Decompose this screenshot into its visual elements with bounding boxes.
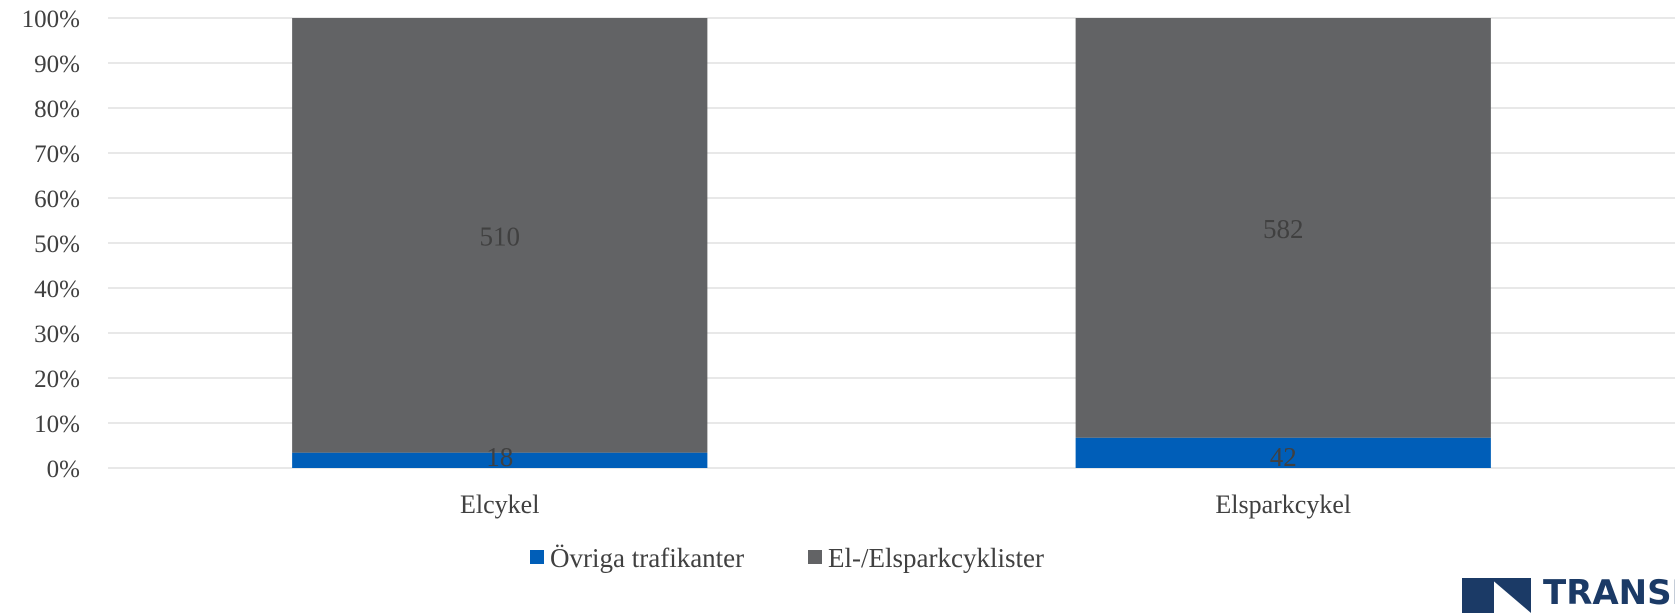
y-tick-label: 60%	[34, 186, 80, 213]
y-tick-label: 20%	[34, 366, 80, 393]
data-label: 582	[1263, 214, 1304, 244]
legend-swatch	[530, 550, 544, 564]
logo-text: TRANSPORTSTYRELSEN	[1543, 573, 1675, 613]
logo-triangle-left	[1462, 578, 1494, 613]
y-tick-label: 0%	[47, 456, 80, 483]
y-tick-label: 90%	[34, 51, 80, 78]
logo-triangle-right	[1490, 578, 1531, 613]
data-label: 42	[1270, 442, 1297, 472]
y-tick-label: 100%	[22, 6, 80, 33]
x-axis: Elcykel Elsparkcykel	[460, 490, 1351, 519]
bar-segment	[292, 452, 708, 468]
y-tick-label: 30%	[34, 321, 80, 348]
bar-segment	[1075, 18, 1491, 438]
y-tick-label: 50%	[34, 231, 80, 258]
bar-segment	[292, 18, 708, 453]
y-tick-label: 70%	[34, 141, 80, 168]
data-labels: 18 510 42 582	[480, 214, 1304, 472]
bar-segment	[1075, 437, 1491, 468]
legend-label: Övriga trafikanter	[550, 543, 744, 573]
x-category-label: Elsparkcykel	[1215, 490, 1351, 519]
legend-swatch	[808, 550, 822, 564]
y-tick-label: 80%	[34, 96, 80, 123]
legend-label: El-/Elsparkcyklister	[828, 543, 1044, 573]
data-label: 18	[486, 442, 513, 472]
logo: TRANSPORTSTYRELSEN	[1462, 573, 1675, 613]
y-tick-label: 40%	[34, 276, 80, 303]
bars	[292, 18, 1491, 468]
y-axis: 0% 10% 20% 30% 40% 50% 60% 70% 80% 90% 100%	[22, 6, 80, 483]
x-category-label: Elcykel	[460, 490, 539, 519]
y-tick-label: 10%	[34, 411, 80, 438]
data-label: 510	[480, 221, 521, 251]
legend: Övriga trafikanter El-/Elsparkcyklister	[530, 543, 1044, 573]
